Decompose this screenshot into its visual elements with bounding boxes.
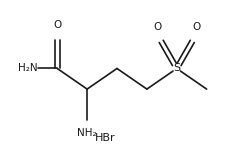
Text: O: O <box>153 22 161 32</box>
Text: H₂N: H₂N <box>18 63 37 73</box>
Text: HBr: HBr <box>95 133 116 143</box>
Text: NH₂: NH₂ <box>77 129 97 138</box>
Text: S: S <box>173 63 180 73</box>
Text: O: O <box>192 22 200 32</box>
Text: O: O <box>53 20 61 30</box>
